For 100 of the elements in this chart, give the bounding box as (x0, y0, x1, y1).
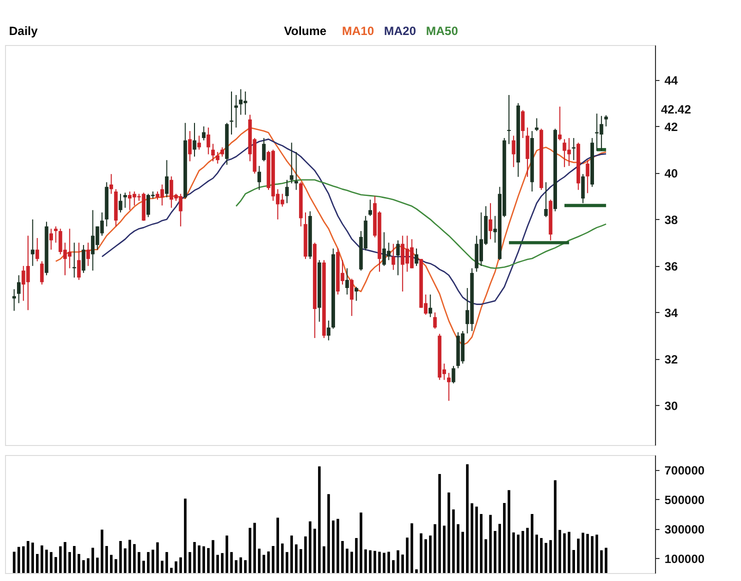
bar (216, 554, 219, 573)
candlestick (49, 228, 53, 250)
bar (424, 539, 428, 573)
bar (248, 528, 252, 573)
bar (484, 539, 488, 573)
bar (600, 550, 603, 573)
candlestick (128, 191, 132, 211)
y-tick-label: 38 (664, 212, 678, 227)
candlestick (507, 94, 511, 145)
bar (448, 492, 450, 573)
bar (290, 536, 293, 573)
bar (59, 546, 62, 573)
candlestick (558, 106, 562, 141)
bar (124, 548, 126, 573)
candlestick (123, 192, 127, 208)
candlestick (164, 160, 169, 198)
candlestick (290, 142, 294, 184)
candlestick (396, 240, 400, 276)
candlestick (595, 113, 599, 152)
line-series (55, 127, 607, 346)
bar (364, 549, 367, 573)
bar (415, 569, 418, 573)
bar (244, 560, 247, 573)
bar (114, 559, 118, 573)
bar (382, 552, 386, 573)
bar (22, 546, 25, 573)
bar (396, 550, 400, 573)
candlestick (479, 212, 484, 266)
candlestick (118, 193, 122, 213)
bar (262, 554, 266, 573)
candlestick (54, 226, 58, 244)
bar (434, 524, 436, 573)
bar (96, 558, 99, 573)
bar (494, 530, 496, 573)
candlestick (534, 118, 539, 132)
bar (119, 540, 122, 573)
bar (50, 552, 52, 573)
bar (442, 526, 446, 573)
bar (475, 506, 478, 573)
bar (480, 514, 483, 573)
bar (36, 554, 39, 573)
bar (17, 546, 20, 573)
candlestick (414, 248, 418, 266)
candlestick (257, 165, 262, 190)
bar (304, 536, 307, 573)
bar (341, 540, 344, 573)
bar (461, 532, 464, 573)
bar (544, 542, 548, 573)
candlestick (452, 365, 456, 384)
bar (152, 550, 154, 573)
bar (368, 550, 372, 573)
candlestick (77, 242, 81, 280)
bar (355, 538, 358, 573)
candlestick (294, 151, 298, 190)
candlestick (488, 202, 492, 240)
bar (174, 561, 178, 573)
candlestick (188, 130, 192, 162)
bar (156, 542, 159, 573)
bar (530, 514, 534, 573)
bar (31, 542, 34, 573)
bar (456, 524, 460, 573)
bar (568, 532, 570, 573)
bar (146, 552, 150, 573)
candlestick (30, 218, 34, 266)
bar (558, 530, 562, 573)
bar (438, 474, 441, 573)
bar (45, 550, 48, 573)
candlestick (146, 193, 150, 218)
bar (105, 546, 108, 573)
candlestick (90, 210, 95, 272)
bar (276, 518, 280, 573)
candlestick (392, 243, 396, 270)
bar (239, 557, 242, 573)
candlestick (72, 242, 76, 278)
bar (54, 557, 58, 573)
line-series (235, 179, 607, 269)
bar (374, 550, 376, 573)
bar (165, 552, 168, 573)
bar (82, 560, 85, 573)
text: MA10 (342, 24, 374, 38)
bar (133, 544, 136, 573)
bar (91, 548, 94, 573)
bar (429, 536, 432, 573)
bar (503, 502, 506, 573)
candlestick (202, 126, 206, 141)
bar (234, 560, 238, 573)
candlestick (428, 294, 432, 318)
bar (253, 522, 256, 573)
candlestick (433, 312, 437, 330)
candlestick (447, 372, 451, 402)
text: MA20 (384, 24, 416, 38)
bar (207, 548, 210, 573)
bar (406, 538, 409, 573)
bar (294, 544, 298, 573)
bar (336, 518, 340, 573)
candlestick (16, 274, 21, 304)
candlestick (35, 238, 40, 262)
candlestick (512, 135, 516, 168)
line-series (101, 138, 607, 305)
bar (72, 546, 76, 573)
